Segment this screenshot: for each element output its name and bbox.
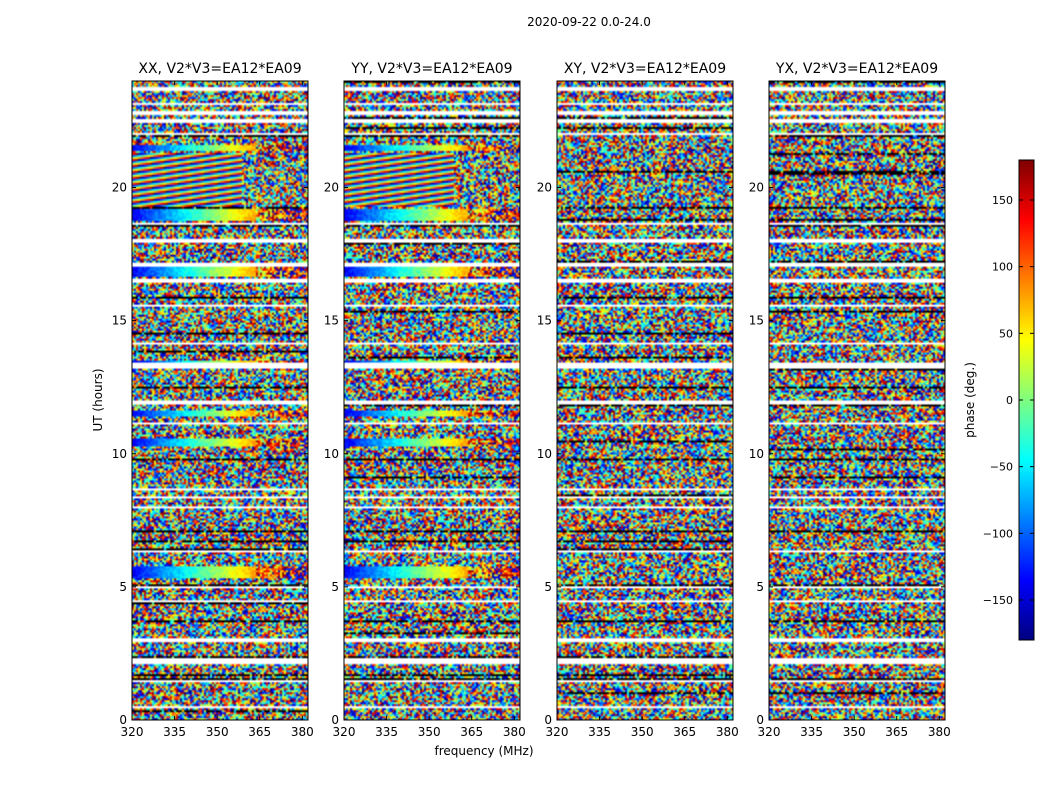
x-tick-label: 365 bbox=[673, 725, 696, 739]
x-tick-label: 320 bbox=[121, 725, 144, 739]
panel-title: YY, V2*V3=EA12*EA09 bbox=[350, 61, 512, 77]
axes-frame bbox=[768, 80, 946, 721]
x-ticks: 320 335 350 365 380 bbox=[758, 81, 951, 739]
y-tick-label: 20 bbox=[749, 181, 764, 195]
x-tick-label: 365 bbox=[248, 725, 271, 739]
panel-title: XX, V2*V3=EA12*EA09 bbox=[138, 61, 301, 77]
y-tick-label: 5 bbox=[331, 580, 339, 594]
colorbar-tick-label: −100 bbox=[983, 527, 1013, 540]
colorbar-tick-label: −150 bbox=[983, 594, 1013, 607]
x-tick-label: 335 bbox=[163, 725, 186, 739]
x-tick-label: 380 bbox=[716, 725, 739, 739]
panel-title: XY, V2*V3=EA12*EA09 bbox=[564, 61, 726, 77]
y-tick-label: 20 bbox=[112, 181, 127, 195]
axes-frame bbox=[556, 80, 734, 721]
x-axis-label: frequency (MHz) bbox=[434, 744, 533, 758]
y-tick-label: 0 bbox=[544, 713, 552, 727]
axes-frame bbox=[343, 80, 521, 721]
y-ticks: 0 5 10 15 20 bbox=[749, 181, 945, 727]
x-tick-label: 365 bbox=[460, 725, 483, 739]
colorbar-label: phase (deg.) bbox=[963, 362, 977, 438]
y-tick-label: 10 bbox=[749, 447, 764, 461]
x-tick-label: 380 bbox=[928, 725, 951, 739]
y-tick-label: 5 bbox=[544, 580, 552, 594]
panel-yy: YY, V2*V3=EA12*EA09 320 335 350 365 380 0 5 10… bbox=[324, 61, 534, 758]
panel-yx: YX, V2*V3=EA12*EA09 320 335 350 365 380 0 5 10… bbox=[749, 61, 951, 739]
colorbar: −150 −100 −50 0 50 100 150 phase (deg.) bbox=[963, 159, 1035, 641]
y-ticks: 0 5 10 15 20 bbox=[112, 181, 308, 727]
y-tick-label: 10 bbox=[537, 447, 552, 461]
y-tick-label: 5 bbox=[119, 580, 127, 594]
x-tick-label: 380 bbox=[291, 725, 314, 739]
colorbar-tick-label: 0 bbox=[1006, 394, 1013, 407]
phase-heatmap bbox=[769, 81, 945, 720]
colorbar-tick-label: 50 bbox=[999, 327, 1013, 340]
y-tick-label: 20 bbox=[537, 181, 552, 195]
x-ticks: 320 335 350 365 380 bbox=[333, 81, 526, 739]
x-tick-label: 350 bbox=[418, 725, 441, 739]
panel-xx: XX, V2*V3=EA12*EA09 320 335 350 365 380 0 5 10… bbox=[91, 61, 314, 739]
axes-frame bbox=[131, 80, 309, 721]
y-tick-label: 15 bbox=[749, 314, 764, 328]
y-tick-label: 20 bbox=[324, 181, 339, 195]
figure-title: 2020-09-22 0.0-24.0 bbox=[527, 15, 651, 29]
colorbar-tick-label: 100 bbox=[992, 261, 1013, 274]
y-tick-label: 15 bbox=[324, 314, 339, 328]
x-ticks: 320 335 350 365 380 bbox=[121, 81, 314, 739]
x-tick-label: 335 bbox=[375, 725, 398, 739]
y-ticks: 0 5 10 15 20 bbox=[537, 181, 733, 727]
x-tick-label: 335 bbox=[588, 725, 611, 739]
colorbar-ticks: −150 −100 −50 0 50 100 150 bbox=[983, 194, 1034, 607]
x-tick-label: 365 bbox=[885, 725, 908, 739]
x-tick-label: 320 bbox=[546, 725, 569, 739]
phase-heatmap bbox=[132, 81, 308, 720]
y-tick-label: 5 bbox=[756, 580, 764, 594]
y-ticks: 0 5 10 15 20 bbox=[324, 181, 520, 727]
x-tick-label: 350 bbox=[843, 725, 866, 739]
y-tick-label: 0 bbox=[756, 713, 764, 727]
y-tick-label: 0 bbox=[119, 713, 127, 727]
colorbar-tick-label: 150 bbox=[992, 194, 1013, 207]
phase-heatmap bbox=[557, 81, 733, 720]
x-tick-label: 320 bbox=[758, 725, 781, 739]
y-tick-label: 10 bbox=[112, 447, 127, 461]
y-axis-label: UT (hours) bbox=[91, 368, 105, 431]
colorbar-tick-label: −50 bbox=[990, 461, 1013, 474]
x-ticks: 320 335 350 365 380 bbox=[546, 81, 739, 739]
x-tick-label: 335 bbox=[800, 725, 823, 739]
phase-heatmap bbox=[344, 81, 520, 720]
panel-xy: XY, V2*V3=EA12*EA09 320 335 350 365 380 0 5 10… bbox=[537, 61, 739, 739]
y-tick-label: 0 bbox=[331, 713, 339, 727]
x-tick-label: 350 bbox=[206, 725, 229, 739]
panel-title: YX, V2*V3=EA12*EA09 bbox=[775, 61, 938, 77]
x-tick-label: 350 bbox=[631, 725, 654, 739]
y-tick-label: 10 bbox=[324, 447, 339, 461]
y-tick-label: 15 bbox=[537, 314, 552, 328]
x-tick-label: 380 bbox=[503, 725, 526, 739]
x-tick-label: 320 bbox=[333, 725, 356, 739]
y-tick-label: 15 bbox=[112, 314, 127, 328]
